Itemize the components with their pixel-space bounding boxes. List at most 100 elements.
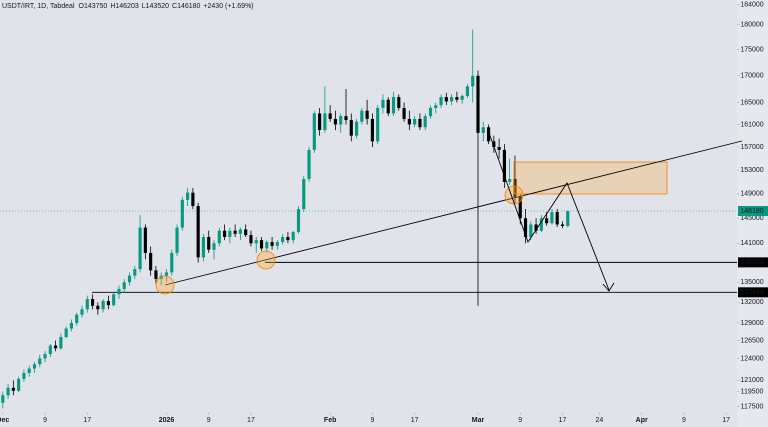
y-tick-label: 184000 <box>740 2 763 9</box>
y-tick-label: 124000 <box>740 355 763 362</box>
candle-body <box>455 97 459 100</box>
candle-body <box>323 113 327 131</box>
touch-circle <box>504 185 524 205</box>
candle-body <box>11 387 15 391</box>
candle-body <box>133 269 137 276</box>
candle-body <box>413 118 417 125</box>
candle-body <box>555 212 559 225</box>
candle-body <box>48 345 52 355</box>
candle-body <box>312 113 316 150</box>
x-tick-label: 9 <box>370 417 374 424</box>
candle-body <box>207 236 211 250</box>
candle-body <box>196 205 200 258</box>
candle-body <box>402 107 406 119</box>
candle-body <box>112 294 116 306</box>
candle-body <box>291 231 295 241</box>
candle-body <box>270 242 274 246</box>
candle-body <box>154 270 158 279</box>
candle-body <box>149 252 153 271</box>
x-tick-label: Dec <box>0 417 9 424</box>
level-label: 133494 <box>740 289 763 296</box>
candle-body <box>354 121 359 136</box>
x-tick-label: Feb <box>324 417 336 424</box>
candle-body <box>85 299 89 310</box>
drawings <box>155 129 743 295</box>
y-tick-label: 157000 <box>740 144 763 151</box>
candle-body <box>302 178 306 210</box>
ohlc-value: 146203 <box>115 3 138 10</box>
candle-body <box>539 218 543 231</box>
candle-body <box>497 147 501 150</box>
y-tick-label: 170000 <box>740 73 763 80</box>
candle-body <box>64 328 68 337</box>
y-tick-label: 161000 <box>740 121 763 128</box>
candle-body <box>428 107 433 117</box>
candle-body <box>170 252 174 273</box>
last-price-box <box>738 205 768 216</box>
x-tick-label: 9 <box>518 417 522 424</box>
candle-body <box>286 236 290 241</box>
x-tick-label: 17 <box>247 417 255 424</box>
supply-zone <box>513 161 668 195</box>
projection-path <box>487 129 610 291</box>
candle-body <box>465 86 470 97</box>
candle-body <box>186 192 190 200</box>
candle-body <box>117 288 121 295</box>
x-tick-label: 17 <box>722 417 730 424</box>
candle-body <box>418 118 422 128</box>
candle-body <box>127 275 132 283</box>
candle-body <box>523 218 528 237</box>
y-tick-label: 180000 <box>740 21 763 28</box>
candle-body <box>328 113 332 119</box>
header: USDT/IRT, 1D, Tabdeal <box>2 3 75 10</box>
candle-body <box>222 230 227 237</box>
touch-circle <box>155 275 175 295</box>
candle-body <box>450 97 454 102</box>
candle-body <box>492 141 496 148</box>
y-tick-label: 119500 <box>741 388 764 395</box>
candle-body <box>407 118 411 125</box>
plot-area <box>0 29 737 409</box>
candle-body <box>32 364 37 369</box>
candle-body <box>391 97 396 114</box>
candle-body <box>566 210 570 227</box>
candle-body <box>307 149 311 179</box>
candle-body <box>460 96 464 100</box>
x-tick-label: 2026 <box>159 417 175 424</box>
change: +2430 (+1.69%) <box>203 3 253 10</box>
candle-body <box>513 178 517 197</box>
candle-body <box>265 242 269 249</box>
candle-body <box>376 107 380 142</box>
y-tick-label: 129000 <box>740 320 763 327</box>
y-tick-label: 153000 <box>740 167 763 174</box>
y-tick-label: 165000 <box>740 99 763 106</box>
candle-body <box>175 227 179 253</box>
candle-body <box>159 275 163 279</box>
candle-body <box>38 358 42 365</box>
candle-body <box>201 236 206 258</box>
candle-body <box>75 314 79 323</box>
candle-body <box>339 116 343 125</box>
candle-body <box>486 127 491 142</box>
ohlc-label: L <box>142 3 146 10</box>
candle-body <box>381 99 385 108</box>
candle-body <box>96 305 100 310</box>
candle-body <box>69 322 74 329</box>
candle-body <box>534 224 538 231</box>
ohlc-value: 143520 <box>146 3 169 10</box>
candle-body <box>17 378 21 391</box>
candle-body <box>164 272 169 276</box>
y-tick-label: 149000 <box>740 191 763 198</box>
candle-body <box>54 345 58 349</box>
candle-body <box>106 301 110 306</box>
candle-body <box>259 240 264 249</box>
trend-line <box>164 140 743 286</box>
candle-body <box>370 118 374 142</box>
candle-body <box>471 75 475 87</box>
candle-body <box>90 299 95 306</box>
candle-body <box>439 97 443 106</box>
candle-body <box>508 178 512 182</box>
